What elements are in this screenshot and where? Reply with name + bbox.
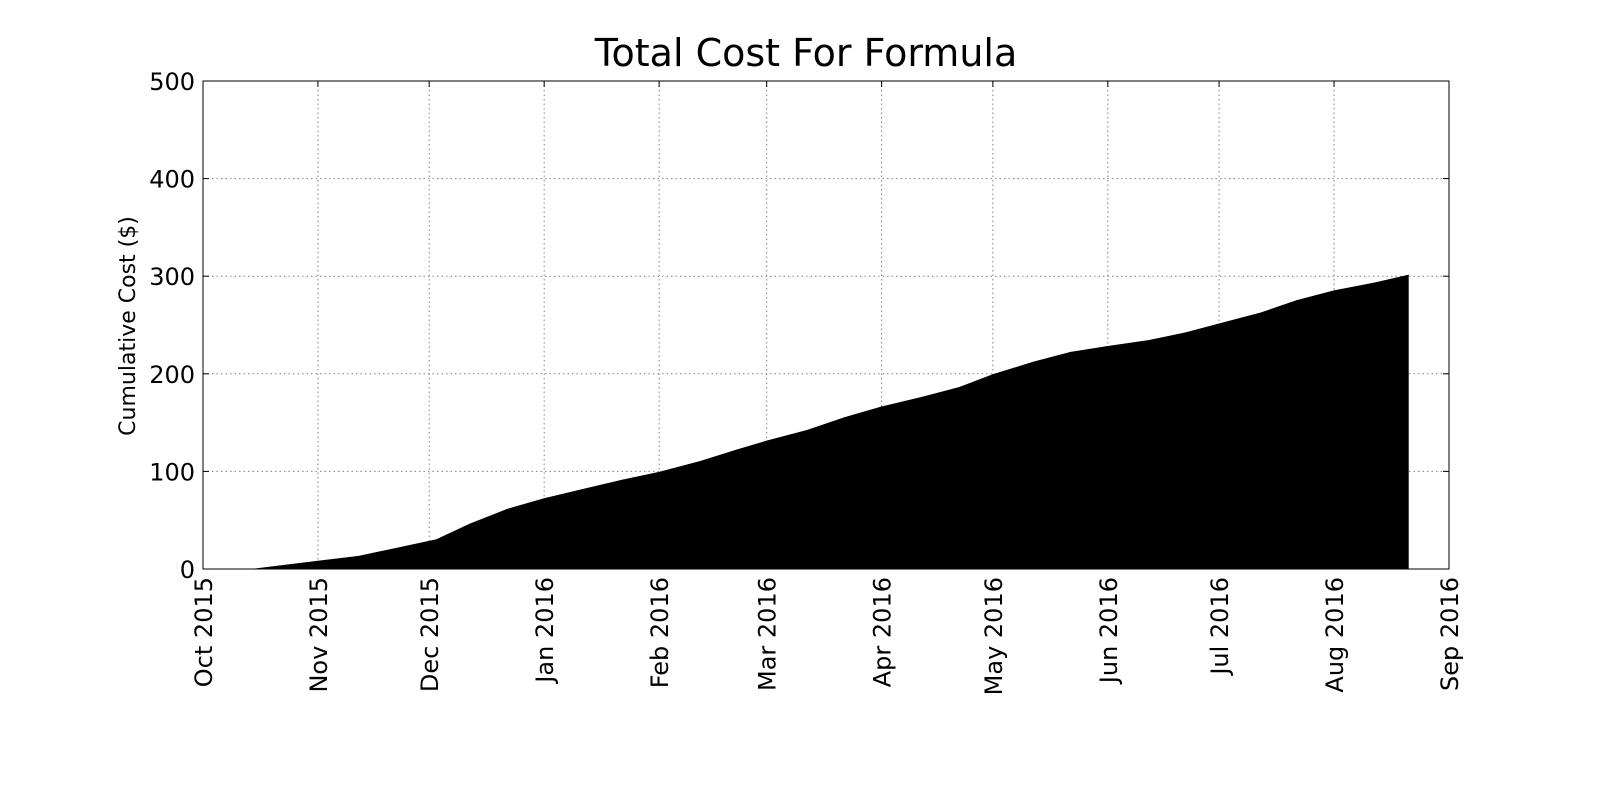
data-point [736,449,738,451]
data-point [621,479,623,481]
data-point [1218,323,1220,325]
area-series [254,274,1409,570]
data-point [959,386,960,388]
y-tick-label: 500 [149,68,195,96]
data-point [844,417,846,419]
x-tick-label: Sep 2016 [1436,577,1464,691]
data-point [1374,282,1376,284]
x-tick-label: May 2016 [980,577,1008,695]
data-point [881,406,883,408]
data-point [1259,312,1261,314]
data-point [921,396,923,398]
data-point [658,471,660,473]
area-fill [254,274,1409,570]
data-point [1407,274,1409,276]
data-point [317,560,319,562]
x-tick-label: Oct 2015 [190,577,218,687]
data-point [699,461,701,463]
data-point [584,488,586,490]
y-axis-label: Cumulative Cost ($) [116,216,141,436]
x-tick-label: Mar 2016 [754,577,782,691]
y-tick-label: 200 [149,361,195,389]
data-point [806,429,808,431]
axis-ticks [202,80,1450,570]
y-tick-label: 0 [180,556,195,584]
axis-tick-labels: 0 100 200 300 400 500 Oct 2015 Nov 2015 Dec 2015… [149,68,1464,695]
y-tick-label: 400 [149,166,195,194]
plot-frame [202,80,1450,570]
data-point [1148,340,1150,342]
data-point [395,548,397,549]
data-point [1070,351,1072,353]
x-tick-label: Jan 2016 [531,577,559,685]
data-point [543,498,545,500]
data-point [469,523,471,525]
data-point [992,374,994,376]
data-point [436,539,438,541]
data-point [766,440,768,442]
data-point [506,508,508,510]
data-point [1185,332,1187,334]
y-tick-label: 300 [149,263,195,291]
data-point [1296,300,1298,302]
x-tick-label: Nov 2015 [305,577,333,693]
chart-title: Total Cost For Formula [594,31,1018,75]
data-point [1107,345,1109,347]
y-tick-label: 100 [149,458,195,486]
data-point [1033,361,1035,363]
x-tick-label: Jun 2016 [1095,577,1123,685]
x-tick-label: Aug 2016 [1321,577,1349,693]
x-tick-label: Feb 2016 [646,577,674,688]
x-tick-label: Jul 2016 [1206,577,1234,677]
data-point [358,555,360,557]
x-tick-label: Dec 2015 [416,577,444,692]
data-point [1333,290,1335,292]
x-tick-label: Apr 2016 [869,577,897,687]
